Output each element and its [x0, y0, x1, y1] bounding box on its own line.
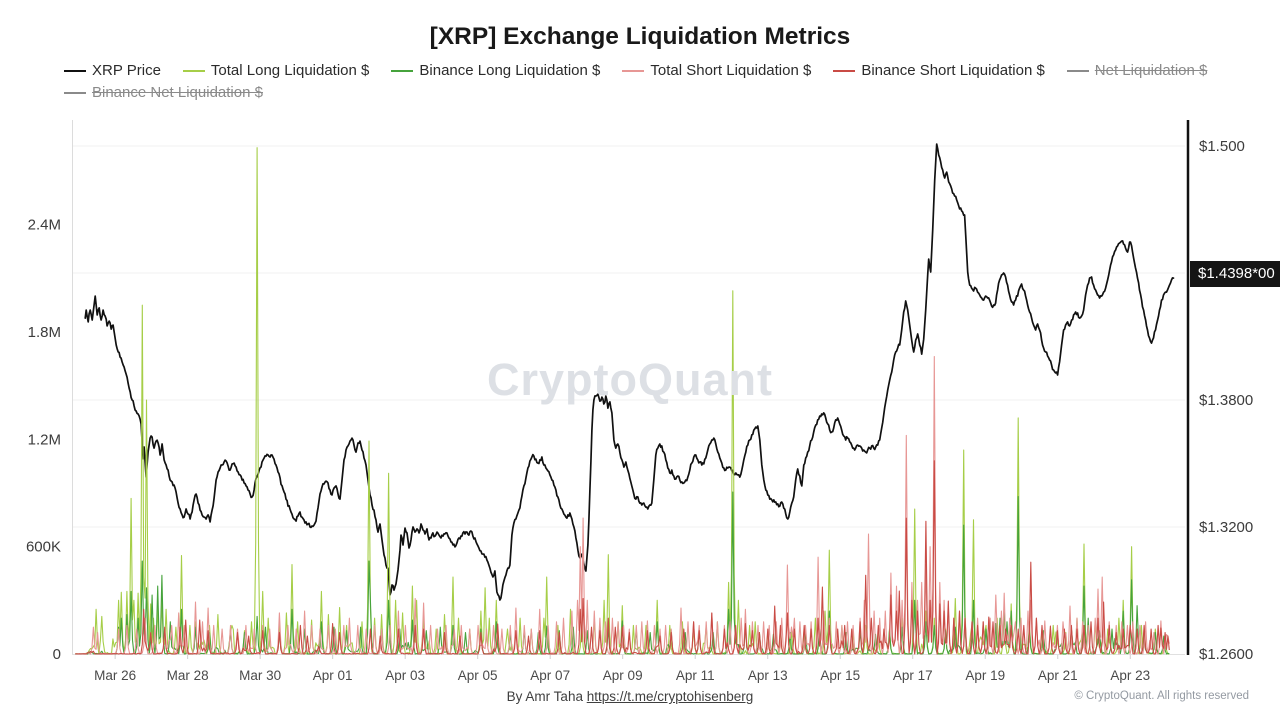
- legend-dash-icon: [622, 69, 645, 72]
- legend-item-label: Binance Net Liquidation $: [92, 84, 263, 101]
- left-axis-label: 1.8M: [28, 324, 61, 341]
- liq-series-1: [75, 491, 1170, 655]
- legend-dash-icon: [391, 69, 414, 72]
- legend-item-binance-long-liquidation[interactable]: Binance Long Liquidation $: [391, 62, 600, 79]
- legend-item-xrp-price[interactable]: XRP Price: [64, 62, 161, 79]
- left-axis-label: 600K: [26, 539, 61, 556]
- legend-row-2: Binance Net Liquidation $: [64, 84, 1229, 101]
- liq-series-3: [75, 460, 1170, 655]
- chart-title: [XRP] Exchange Liquidation Metrics: [429, 23, 851, 50]
- x-tick-label: Mar 28: [167, 668, 209, 683]
- x-tick-label: Apr 09: [603, 668, 643, 683]
- legend-row-1: XRP Price Total Long Liquidation $ Binance…: [64, 62, 1229, 79]
- legend-item-net-liquidation[interactable]: Net Liquidation $: [1066, 62, 1208, 79]
- left-axis-label: 0: [53, 646, 61, 663]
- copyright-notice: © CryptoQuant. All rights reserved: [1074, 690, 1249, 702]
- x-tick-label: Apr 01: [313, 668, 353, 683]
- legend-item-label: Total Long Liquidation $: [210, 62, 370, 79]
- legend-dash-icon: [833, 69, 856, 72]
- legend-item-label: Binance Long Liquidation $: [419, 62, 601, 79]
- legend-item-total-long-liquidation[interactable]: Total Long Liquidation $: [182, 62, 370, 79]
- legend-item-binance-net-liquidation[interactable]: Binance Net Liquidation $: [64, 84, 263, 101]
- legend: XRP Price Total Long Liquidation $ Binance…: [64, 62, 1229, 106]
- right-axis-label: $1.500: [1199, 138, 1245, 155]
- x-tick-label: Apr 19: [965, 668, 1005, 683]
- byline-text: By Amr Taha: [506, 689, 587, 704]
- right-axis-label: $1.3200: [1199, 519, 1253, 536]
- legend-dash-icon: [1066, 69, 1089, 72]
- xrp-price-line: [84, 143, 1175, 601]
- liq-series-0: [75, 147, 1170, 655]
- x-tick-label: Apr 23: [1110, 668, 1150, 683]
- legend-dash-icon: [182, 69, 205, 72]
- x-tick-label: Mar 30: [239, 668, 281, 683]
- legend-item-binance-short-liquidation[interactable]: Binance Short Liquidation $: [833, 62, 1045, 79]
- x-tick-label: Apr 07: [530, 668, 570, 683]
- legend-item-label: Total Short Liquidation $: [650, 62, 812, 79]
- legend-item-label: XRP Price: [92, 62, 161, 79]
- x-tick-label: Apr 03: [385, 668, 425, 683]
- legend-dash-icon: [64, 91, 86, 94]
- legend-item-total-short-liquidation[interactable]: Total Short Liquidation $: [622, 62, 811, 79]
- x-tick-label: Apr 13: [748, 668, 788, 683]
- legend-dash-icon: [64, 69, 86, 72]
- legend-item-label: Net Liquidation $: [1094, 62, 1208, 79]
- x-tick-label: Apr 17: [893, 668, 933, 683]
- legend-item-label: Binance Short Liquidation $: [861, 62, 1045, 79]
- x-tick-label: Apr 15: [820, 668, 860, 683]
- left-axis-label: 2.4M: [28, 217, 61, 234]
- right-axis-label: $1.2600: [1199, 646, 1253, 663]
- right-axis-label: $1.3800: [1199, 392, 1253, 409]
- left-axis-label: 1.2M: [28, 431, 61, 448]
- byline: By Amr Taha https://t.me/cryptohisenberg: [0, 689, 1260, 704]
- x-tick-label: Apr 21: [1038, 668, 1078, 683]
- x-tick-label: Mar 26: [94, 668, 136, 683]
- x-tick-label: Apr 11: [676, 668, 715, 683]
- current-price-badge: $1.4398*00: [1190, 261, 1280, 287]
- x-tick-label: Apr 05: [458, 668, 498, 683]
- byline-link[interactable]: https://t.me/cryptohisenberg: [586, 689, 754, 704]
